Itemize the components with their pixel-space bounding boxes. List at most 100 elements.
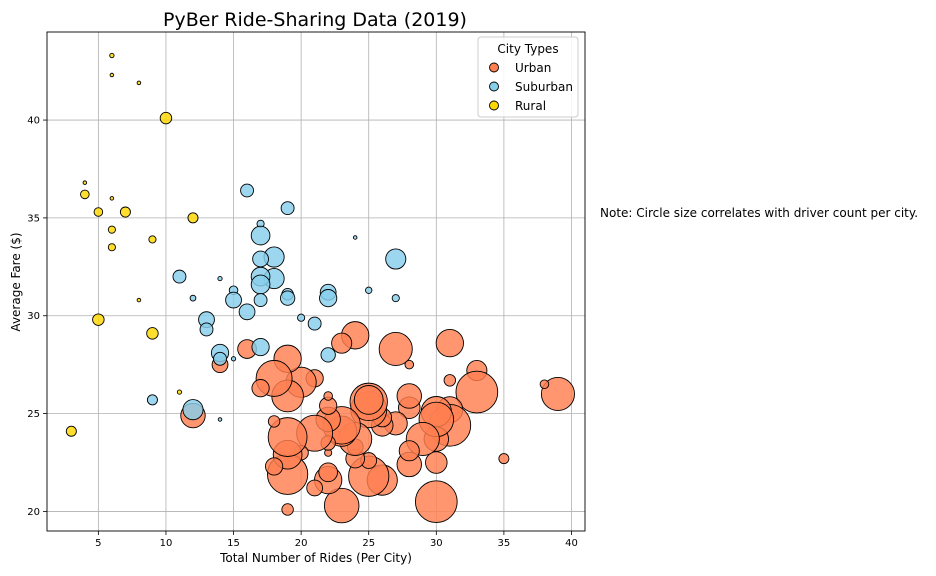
y-tick-label: 35 (27, 213, 40, 224)
rural-city-point (148, 235, 157, 244)
rural-city-point (159, 111, 173, 125)
urban-city-point (323, 487, 360, 524)
suburban-city-point (319, 289, 338, 308)
suburban-city-point (250, 225, 271, 246)
x-tick-label: 25 (362, 538, 375, 549)
suburban-city-point (213, 351, 227, 366)
urban-city-point (404, 359, 415, 370)
urban-city-point (251, 379, 270, 398)
legend-box (477, 36, 579, 118)
rural-city-point (187, 212, 199, 224)
legend-marker-rural (489, 100, 499, 111)
x-tick-label: 15 (227, 538, 240, 549)
x-tick-label: 20 (295, 538, 308, 549)
urban-city-point (398, 440, 420, 462)
suburban-city-point (297, 313, 306, 322)
size-note: Note: Circle size correlates with driver… (600, 206, 918, 220)
rural-city-point (65, 425, 77, 437)
y-tick-label: 40 (27, 116, 40, 127)
urban-city-point (267, 417, 308, 457)
suburban-city-point (253, 293, 268, 308)
y-tick-label: 25 (27, 409, 40, 420)
x-tick-label: 10 (160, 538, 173, 549)
suburban-city-point (320, 347, 336, 363)
suburban-city-point (225, 291, 242, 309)
data-points (65, 52, 575, 524)
suburban-city-point (250, 274, 271, 295)
rural-city-point (109, 52, 115, 59)
suburban-city-point (385, 248, 407, 270)
suburban-city-point (199, 322, 214, 337)
urban-city-point (265, 457, 284, 476)
suburban-city-point (230, 356, 237, 362)
suburban-city-point (252, 250, 269, 268)
rural-city-point (107, 243, 116, 252)
suburban-city-point (280, 201, 295, 216)
series-suburban (146, 183, 407, 422)
urban-city-point (318, 462, 338, 483)
legend-label-urban: Urban (515, 61, 551, 75)
rural-city-point (146, 327, 159, 340)
urban-city-point (443, 374, 457, 387)
rural-city-point (119, 206, 131, 218)
suburban-city-point (279, 290, 296, 306)
suburban-city-point (189, 294, 197, 302)
suburban-city-point (391, 294, 400, 303)
suburban-city-point (238, 303, 256, 321)
urban-city-point (267, 415, 281, 428)
legend-items: Urban Suburban Rural (489, 61, 573, 113)
urban-city-point (378, 332, 413, 367)
legend-marker-suburban (489, 81, 499, 92)
suburban-city-point (217, 417, 223, 422)
rural-city-point (80, 189, 90, 200)
suburban-city-point (251, 337, 270, 357)
suburban-city-point (217, 275, 223, 282)
urban-city-point (323, 391, 333, 401)
urban-city-point (435, 329, 464, 358)
series-rural (65, 52, 199, 437)
suburban-city-point (365, 286, 373, 294)
rural-city-point (107, 225, 116, 234)
rural-city-point (136, 80, 142, 86)
urban-city-point (539, 379, 550, 390)
y-tick-label: 20 (27, 507, 40, 518)
suburban-city-point (146, 394, 158, 406)
urban-city-point (396, 383, 422, 409)
urban-city-point (331, 332, 353, 354)
rural-city-point (82, 180, 88, 185)
legend-marker-urban (489, 62, 499, 73)
rural-city-point (93, 207, 104, 217)
rural-city-point (176, 389, 183, 395)
urban-city-point (540, 377, 575, 412)
plot-frame (46, 31, 586, 532)
chart-title: PyBer Ride-Sharing Data (2019) (163, 9, 467, 31)
suburban-city-point (240, 183, 254, 198)
x-axis-label: Total Number of Rides (Per City) (219, 551, 412, 565)
suburban-city-point (307, 316, 322, 331)
legend: City Types Urban Suburban Rural (477, 36, 579, 118)
rural-city-point (92, 313, 105, 326)
rural-city-point (109, 72, 115, 78)
legend-label-suburban: Suburban (515, 80, 573, 94)
urban-city-point (455, 370, 499, 414)
x-tick-label: 40 (565, 538, 578, 549)
suburban-city-point (352, 235, 358, 240)
legend-title: City Types (497, 42, 558, 56)
suburban-city-point (172, 269, 187, 284)
x-tick-label: 35 (498, 538, 511, 549)
axis-ticks: 5 10 15 20 25 30 35 40 20 25 30 35 40 (27, 116, 578, 549)
urban-city-point (498, 453, 510, 465)
grid (47, 32, 585, 531)
x-tick-label: 30 (430, 538, 443, 549)
rural-city-point (136, 297, 142, 303)
x-tick-label: 5 (95, 538, 101, 549)
urban-city-point (414, 480, 458, 523)
series-urban (180, 321, 575, 524)
urban-city-point (306, 479, 324, 497)
urban-city-point (353, 385, 384, 415)
rural-city-point (109, 196, 115, 201)
legend-label-rural: Rural (515, 99, 546, 113)
suburban-city-point (182, 399, 204, 421)
